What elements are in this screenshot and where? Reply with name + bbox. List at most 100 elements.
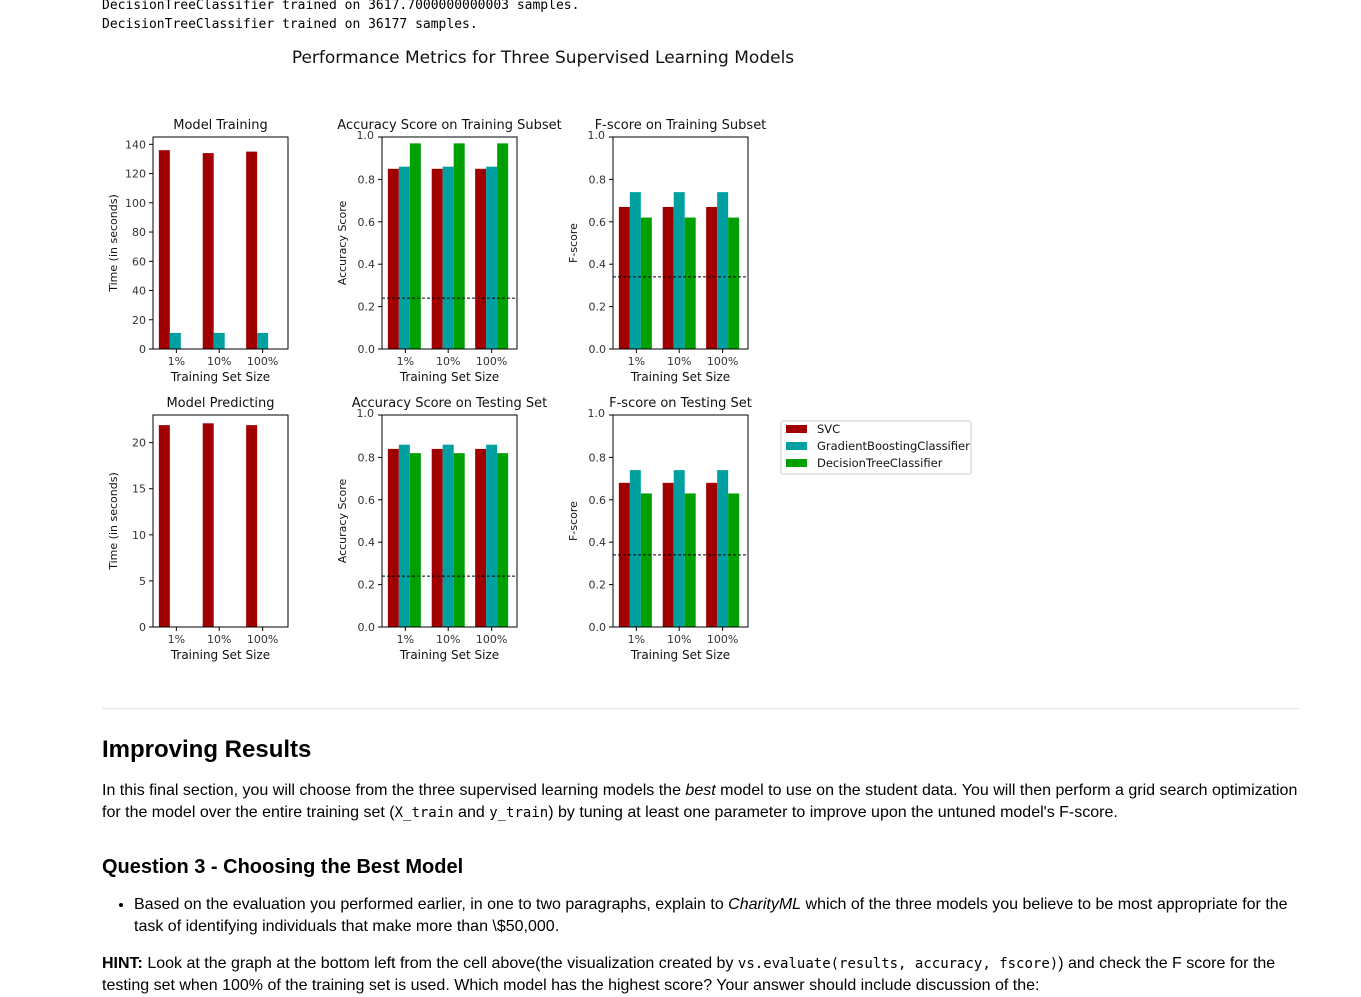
bar-GradientBoostingClassifier	[717, 470, 728, 627]
bar-SVC	[706, 207, 717, 349]
y-tick-label: 0.6	[358, 216, 376, 229]
x-axis-label: Training Set Size	[630, 648, 730, 662]
y-tick-label: 5	[139, 575, 146, 588]
question-list: Based on the evaluation you performed ea…	[102, 894, 1294, 938]
y-tick-label: 0.8	[589, 173, 607, 186]
y-tick-label: 1.0	[357, 407, 375, 420]
bar-GradientBoostingClassifier	[170, 333, 181, 349]
bar-GradientBoostingClassifier	[399, 445, 410, 627]
y-axis-label: Accuracy Score	[336, 201, 349, 286]
legend-label: GradientBoostingClassifier	[817, 439, 970, 453]
bar-GradientBoostingClassifier	[486, 167, 497, 349]
y-axis-label: Accuracy Score	[336, 479, 349, 564]
y-tick-label: 0.0	[589, 343, 607, 356]
hint-label: HINT:	[102, 955, 143, 972]
panel-title: Accuracy Score on Testing Set	[352, 396, 548, 411]
question-heading: Question 3 - Choosing the Best Model	[102, 856, 463, 879]
bar-DecisionTreeClassifier	[641, 493, 652, 627]
y-tick-label: 60	[132, 255, 146, 268]
x-axis-label: Training Set Size	[170, 648, 270, 662]
y-tick-label: 0.8	[358, 451, 376, 464]
x-tick-label: 100%	[476, 633, 507, 646]
bar-SVC	[475, 169, 486, 349]
y-tick-label: 0.4	[358, 536, 376, 549]
y-tick-label: 0.4	[358, 258, 376, 271]
bar-GradientBoostingClassifier	[257, 333, 268, 349]
y-tick-label: 0.2	[589, 301, 607, 314]
bar-DecisionTreeClassifier	[641, 218, 652, 349]
panel-title: Model Training	[173, 118, 267, 133]
inline-code: vs.evaluate(results, accuracy, fscore)	[738, 956, 1058, 972]
y-axis-label: Time (in seconds)	[107, 472, 120, 571]
axes-frame	[153, 137, 288, 349]
x-axis-label: Training Set Size	[399, 370, 499, 384]
bar-GradientBoostingClassifier	[630, 192, 641, 349]
inline-code: X_train	[395, 805, 454, 821]
legend-swatch	[786, 459, 807, 467]
y-tick-label: 0.2	[358, 579, 376, 592]
y-tick-label: 80	[132, 226, 146, 239]
x-tick-label: 1%	[397, 355, 414, 368]
bar-DecisionTreeClassifier	[497, 453, 508, 627]
y-tick-label: 15	[132, 483, 146, 496]
bar-SVC	[246, 425, 257, 627]
y-tick-label: 120	[125, 168, 146, 181]
bar-GradientBoostingClassifier	[717, 192, 728, 349]
chart-suptitle: Performance Metrics for Three Supervised…	[292, 48, 794, 68]
y-tick-label: 0.0	[589, 621, 607, 634]
y-tick-label: 0.4	[589, 258, 607, 271]
y-tick-label: 0.2	[358, 301, 376, 314]
y-axis-label: Time (in seconds)	[107, 194, 120, 293]
y-tick-label: 0.4	[589, 536, 607, 549]
hint-paragraph: HINT: Look at the graph at the bottom le…	[102, 953, 1307, 997]
y-tick-label: 0	[139, 621, 146, 634]
bar-SVC	[203, 153, 214, 349]
bar-SVC	[475, 449, 486, 627]
legend-swatch	[786, 442, 807, 450]
section-heading: Improving Results	[102, 736, 311, 764]
x-tick-label: 100%	[476, 355, 507, 368]
x-tick-label: 10%	[207, 355, 231, 368]
y-axis-label: F-score	[567, 223, 580, 263]
y-tick-label: 0.0	[358, 621, 376, 634]
bar-SVC	[246, 152, 257, 349]
x-tick-label: 1%	[168, 355, 185, 368]
bar-GradientBoostingClassifier	[443, 167, 454, 349]
x-tick-label: 100%	[247, 633, 278, 646]
y-tick-label: 1.0	[357, 129, 375, 142]
panel-title: F-score on Testing Set	[609, 396, 752, 411]
bar-SVC	[432, 169, 443, 349]
x-axis-label: Training Set Size	[630, 370, 730, 384]
x-tick-label: 10%	[436, 633, 460, 646]
performance-metrics-figure: Performance Metrics for Three Supervised…	[0, 0, 1000, 680]
legend-swatch	[786, 425, 807, 433]
bar-SVC	[432, 449, 443, 627]
legend-label: DecisionTreeClassifier	[817, 456, 943, 470]
bar-DecisionTreeClassifier	[728, 218, 739, 349]
y-tick-label: 140	[125, 138, 146, 151]
bar-GradientBoostingClassifier	[443, 445, 454, 627]
y-tick-label: 100	[125, 197, 146, 210]
bar-DecisionTreeClassifier	[454, 453, 465, 627]
y-tick-label: 0	[139, 343, 146, 356]
x-tick-label: 1%	[628, 633, 645, 646]
x-tick-label: 10%	[667, 633, 691, 646]
bar-SVC	[159, 150, 170, 349]
bar-SVC	[619, 207, 630, 349]
bar-DecisionTreeClassifier	[410, 143, 421, 349]
bar-GradientBoostingClassifier	[486, 445, 497, 627]
y-tick-label: 0.8	[358, 173, 376, 186]
bar-GradientBoostingClassifier	[399, 167, 410, 349]
x-axis-label: Training Set Size	[170, 370, 270, 384]
y-tick-label: 1.0	[588, 129, 606, 142]
bar-SVC	[159, 425, 170, 627]
y-tick-label: 0.6	[589, 216, 607, 229]
bar-SVC	[388, 169, 399, 349]
y-tick-label: 10	[132, 529, 146, 542]
x-tick-label: 1%	[168, 633, 185, 646]
bar-DecisionTreeClassifier	[497, 143, 508, 349]
x-tick-label: 1%	[628, 355, 645, 368]
panel-title: Model Predicting	[166, 396, 274, 411]
y-tick-label: 0.6	[589, 494, 607, 507]
bar-GradientBoostingClassifier	[630, 470, 641, 627]
